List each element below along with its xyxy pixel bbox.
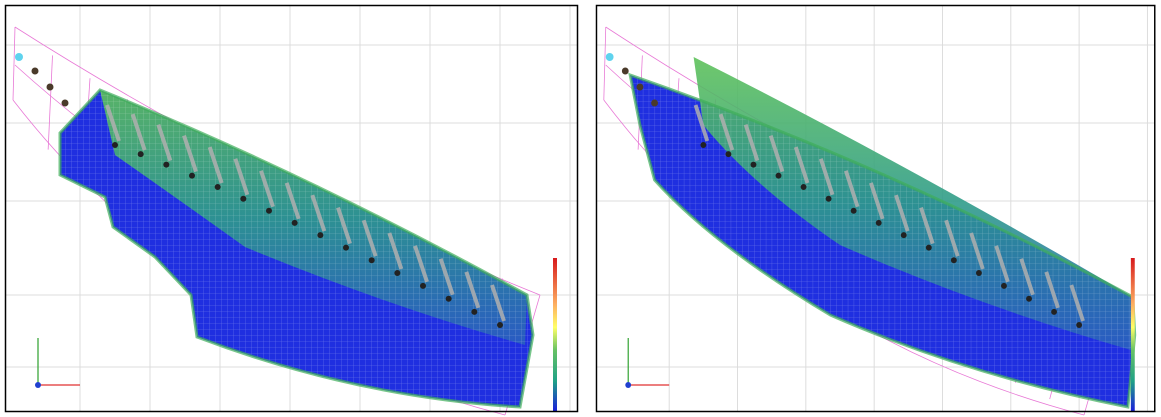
- sensor-point: [266, 208, 272, 214]
- legend-icon: [47, 84, 54, 91]
- axis-origin: [625, 382, 631, 388]
- legend-icon: [622, 68, 629, 75]
- sensor-point: [776, 173, 782, 179]
- legend-icon: [32, 68, 39, 75]
- sensor-point: [394, 270, 400, 276]
- sensor-point: [446, 296, 452, 302]
- sensor-point: [801, 184, 807, 190]
- sensor-point: [700, 142, 706, 148]
- sensor-point: [876, 220, 882, 226]
- sensor-point: [292, 220, 298, 226]
- sensor-point: [163, 162, 169, 168]
- sensor-point: [471, 309, 477, 315]
- sensor-point: [1026, 296, 1032, 302]
- sensor-point: [826, 196, 832, 202]
- sensor-point: [951, 257, 957, 263]
- sensor-point: [926, 245, 932, 251]
- viewport-panel: [5, 5, 578, 415]
- sensor-point: [1076, 322, 1082, 328]
- sensor-point: [1001, 283, 1007, 289]
- sensor-point: [317, 232, 323, 238]
- sensor-point: [138, 151, 144, 157]
- legend-icon: [637, 84, 644, 91]
- colorbar: [1131, 258, 1135, 412]
- legend-icon: [606, 53, 614, 61]
- sensor-point: [343, 245, 349, 251]
- legend-icon: [651, 100, 658, 107]
- sensor-point: [497, 322, 503, 328]
- page: (() => { const svg = document.getElement…: [0, 0, 1161, 417]
- viewport-panel: [596, 5, 1155, 415]
- sensor-point: [112, 142, 118, 148]
- sensor-point: [976, 270, 982, 276]
- sensor-point: [725, 151, 731, 157]
- sensor-point: [1051, 309, 1057, 315]
- legend-icon: [62, 100, 69, 107]
- sensor-point: [851, 208, 857, 214]
- sensor-point: [369, 257, 375, 263]
- sensor-point: [420, 283, 426, 289]
- sensor-point: [215, 184, 221, 190]
- legend-icon: [15, 53, 23, 61]
- sensor-point: [240, 196, 246, 202]
- axis-origin: [35, 382, 41, 388]
- sensor-point: [751, 162, 757, 168]
- colorbar: [553, 258, 557, 412]
- screenshot: [0, 0, 1161, 417]
- sensor-point: [901, 232, 907, 238]
- sensor-point: [189, 173, 195, 179]
